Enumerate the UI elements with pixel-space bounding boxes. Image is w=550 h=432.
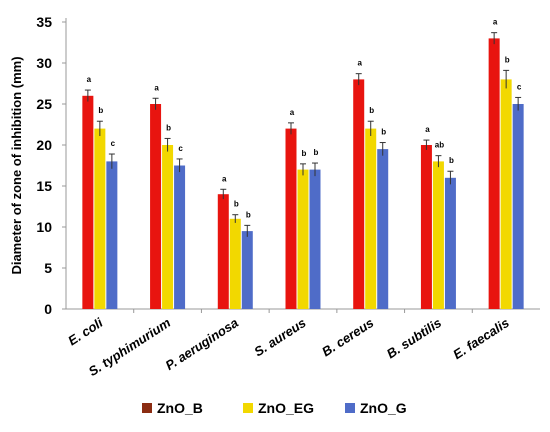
bar-zno-eg-e-faecalis (500, 79, 512, 310)
bar-zno-g-s-typhimurium (174, 165, 186, 309)
significance-label: b (166, 123, 171, 132)
legend-label: ZnO_G (360, 400, 407, 416)
y-axis-label: Diameter of zone of inhibition (mm) (9, 56, 24, 274)
legend-swatch (243, 403, 253, 413)
significance-label: ab (435, 141, 444, 150)
significance-label: b (449, 156, 454, 165)
bar-zno-eg-s-typhimurium (162, 145, 174, 309)
legend: ZnO_B ZnO_EG ZnO_G (142, 400, 407, 416)
significance-label: a (222, 174, 227, 183)
y-tick-label: 5 (44, 260, 52, 276)
significance-label: b (98, 106, 103, 115)
legend-item-zno-g: ZnO_G (345, 400, 407, 416)
x-tick-label: E. coli (65, 315, 106, 349)
bar-zno-b-e-faecalis (488, 38, 500, 310)
x-tick-label: P. aeruginosa (163, 315, 241, 373)
bar-zno-b-s-aureus (285, 128, 297, 309)
significance-label: a (87, 75, 92, 84)
y-tick-label: 25 (36, 96, 52, 112)
bar-zno-g-b-subtilis (444, 177, 456, 309)
bar-zno-g-e-faecalis (512, 104, 524, 309)
bar-zno-g-s-aureus (309, 169, 321, 309)
significance-label: a (493, 18, 498, 27)
bar-zno-b-e-coli (82, 95, 94, 309)
significance-label: b (505, 55, 510, 64)
bar-zno-eg-e-coli (94, 128, 106, 309)
significance-label: a (357, 59, 362, 68)
x-tick-label: E. faecalis (450, 315, 512, 362)
bar-zno-g-b-cereus (377, 149, 389, 309)
significance-label: c (517, 82, 522, 91)
significance-label: b (369, 106, 374, 115)
y-tick-label: 30 (36, 55, 52, 71)
legend-swatch (345, 403, 355, 413)
y-tick-label: 0 (44, 301, 52, 317)
significance-label: b (246, 210, 251, 219)
legend-item-zno-eg: ZnO_EG (243, 400, 314, 416)
bar-zno-eg-b-cereus (365, 128, 377, 309)
bar-zno-eg-b-subtilis (432, 161, 444, 309)
bar-group-e-faecalis: a b c (488, 18, 524, 310)
bar-zno-eg-p-aeruginosa (229, 218, 241, 309)
bar-group-s-aureus: a b b (285, 108, 321, 309)
bar-zno-b-p-aeruginosa (217, 194, 229, 309)
significance-label: c (111, 139, 116, 148)
significance-label: b (314, 148, 319, 157)
x-tick-label: B. cereus (319, 315, 376, 359)
bar-group-e-coli: a b c (82, 75, 118, 309)
bar-zno-b-s-typhimurium (150, 104, 162, 309)
legend-item-zno-b: ZnO_B (142, 400, 203, 416)
x-tick-label: B. subtilis (384, 315, 444, 361)
x-tick-label: S. aureus (251, 315, 308, 359)
significance-label: b (302, 149, 307, 158)
bar-group-p-aeruginosa: a bb (217, 174, 253, 309)
bar-group-b-cereus: a b b (353, 59, 389, 310)
y-tick-label: 35 (36, 14, 52, 30)
significance-label: b (234, 200, 239, 209)
bar-group-s-typhimurium: a b c (150, 83, 186, 309)
y-tick-label: 20 (36, 137, 52, 153)
y-tick-label: 15 (36, 178, 52, 194)
significance-label: a (425, 125, 430, 134)
bar-zno-g-e-coli (106, 161, 118, 309)
bar-zno-g-p-aeruginosa (241, 231, 253, 309)
bar-zno-b-b-subtilis (420, 145, 432, 309)
y-tick-label: 10 (36, 219, 52, 235)
significance-label: b (381, 128, 386, 137)
bar-zno-eg-s-aureus (297, 169, 309, 309)
legend-label: ZnO_EG (258, 400, 314, 416)
significance-label: c (178, 144, 183, 153)
significance-label: a (290, 108, 295, 117)
legend-swatch (142, 403, 152, 413)
bar-zno-b-b-cereus (353, 79, 365, 310)
legend-label: ZnO_B (157, 400, 203, 416)
significance-label: a (154, 83, 159, 92)
y-axis: 0 5 10 15 20 25 30 35 (36, 14, 67, 317)
